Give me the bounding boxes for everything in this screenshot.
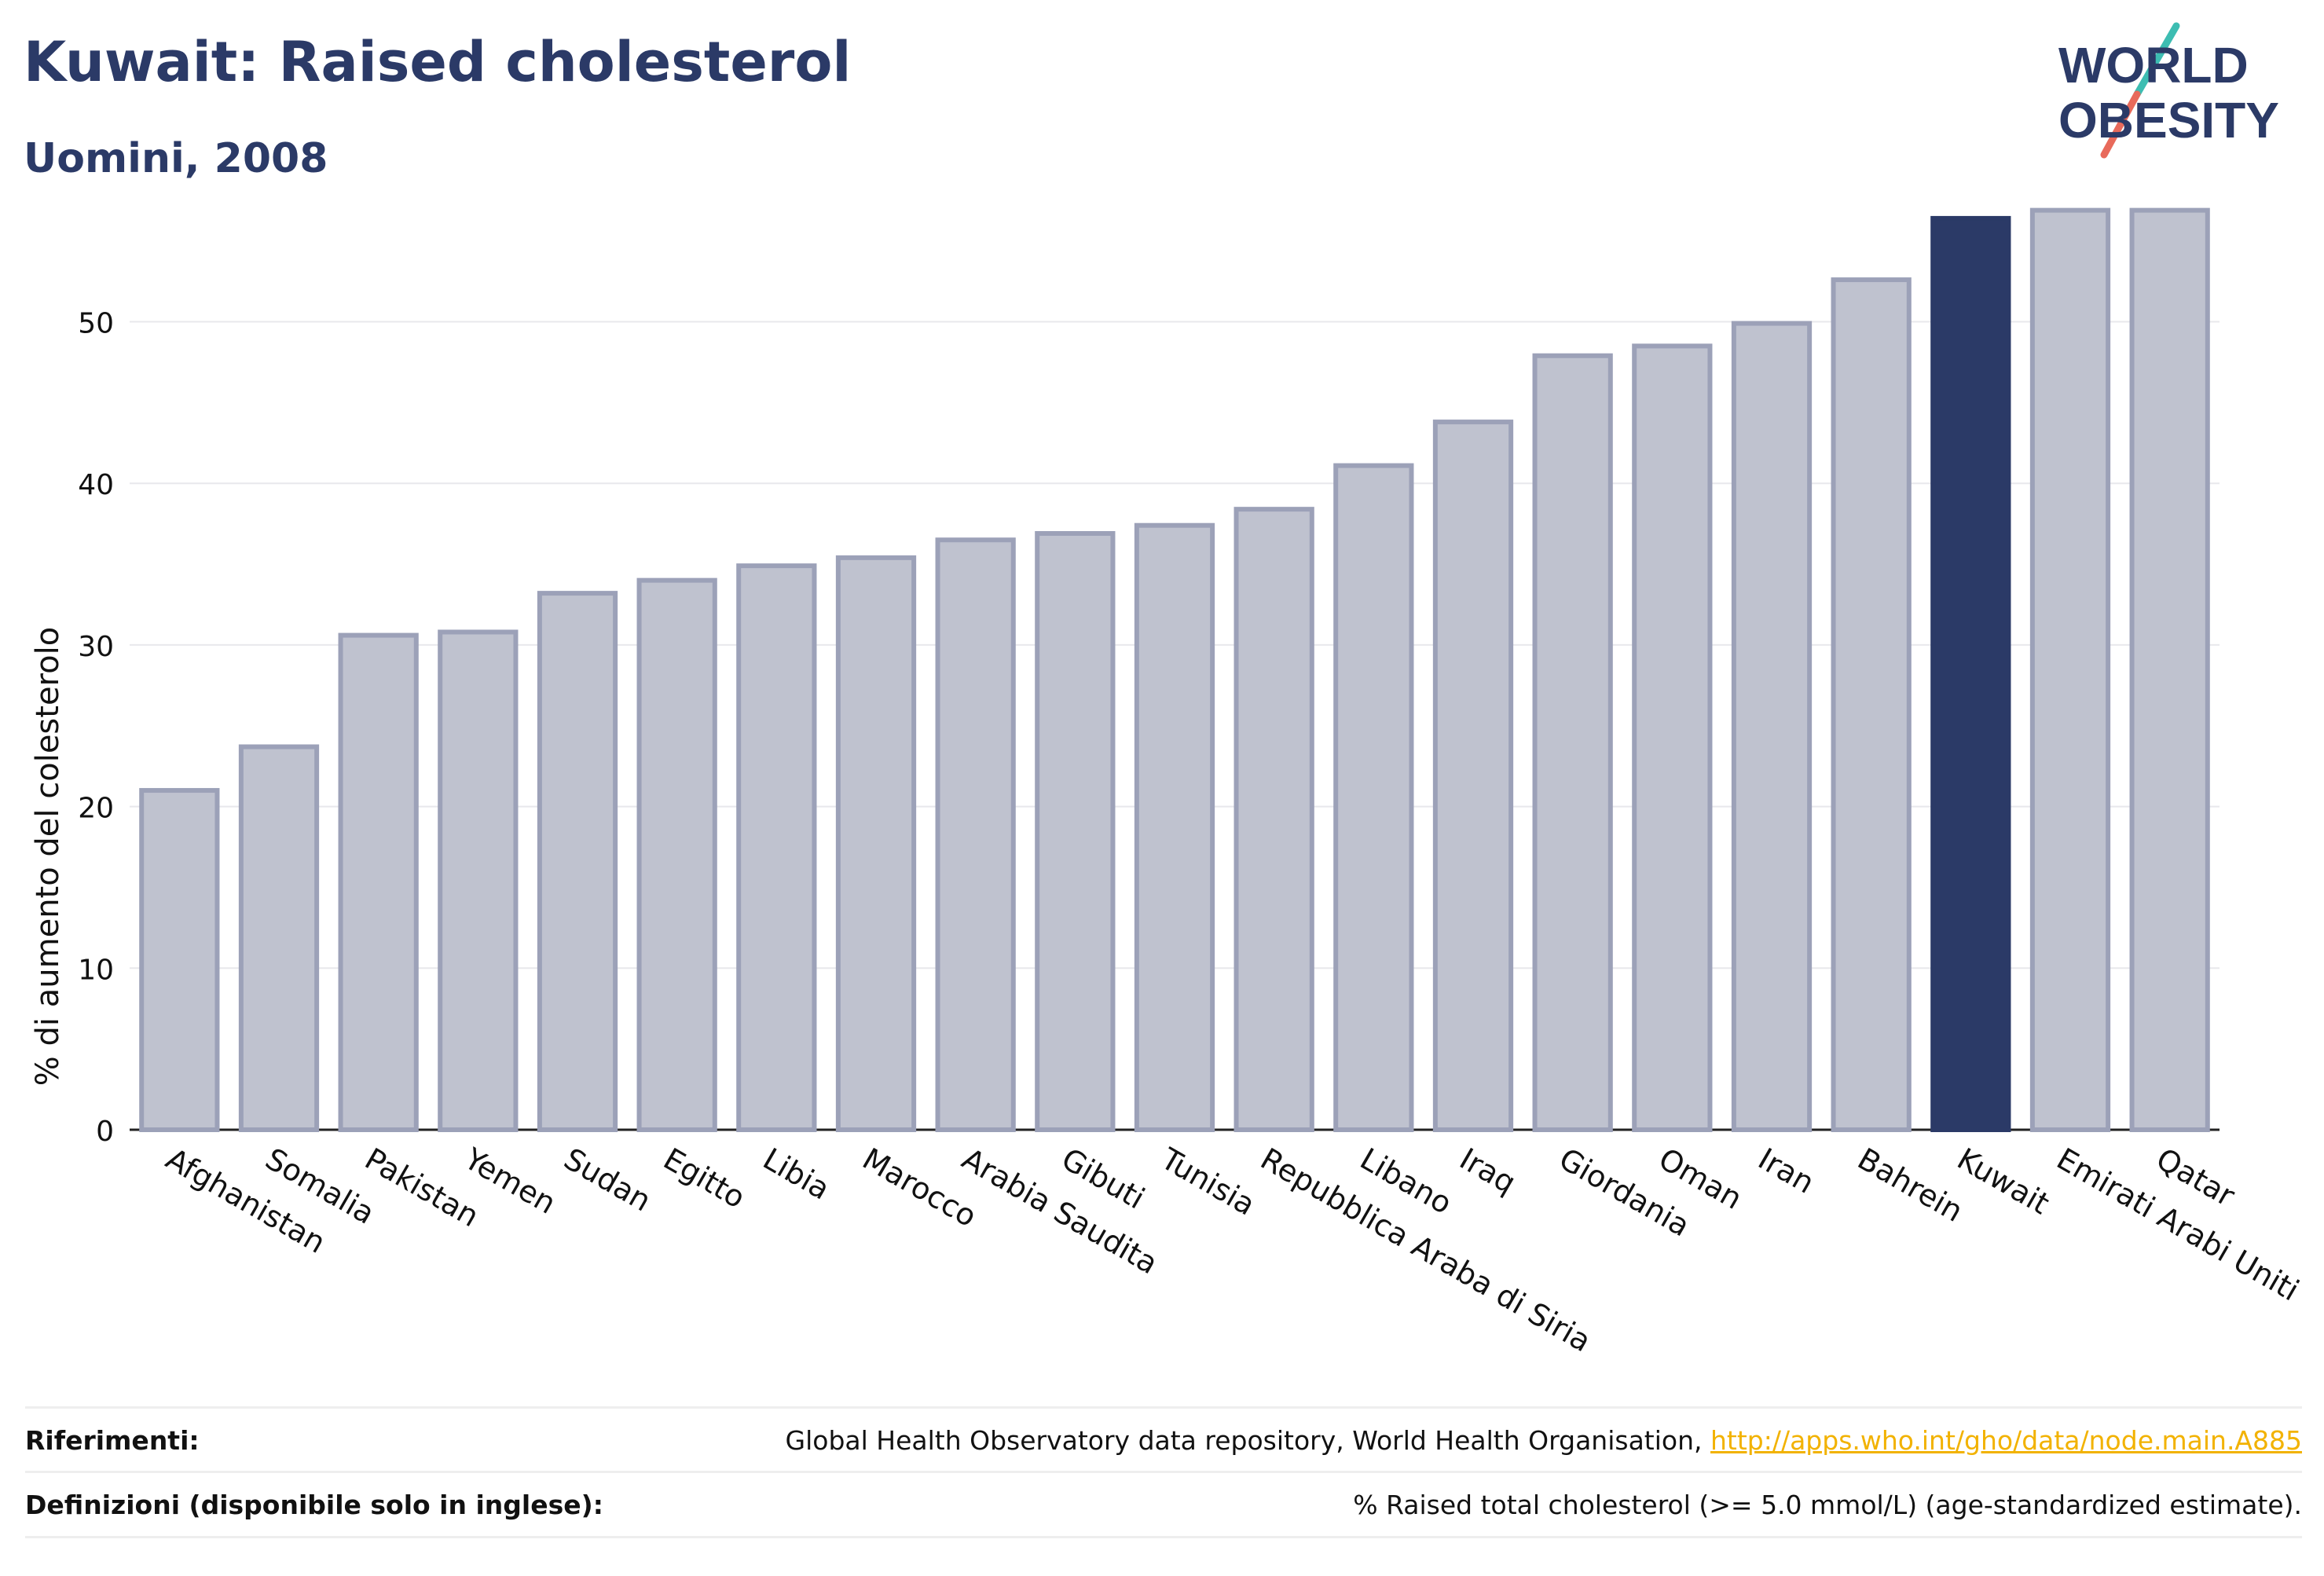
bar-somalia [238, 744, 320, 1132]
references-row: Riferimenti: Global Health Observatory d… [25, 1406, 2302, 1472]
bar-tunisia [1134, 522, 1215, 1132]
x-tick-label: Pakistan [359, 1142, 485, 1234]
bar-arabia-saudita [935, 537, 1016, 1132]
bar-afghanistan [139, 788, 220, 1132]
bar-emirati-arabi-uniti [2029, 207, 2111, 1132]
bar-oman [1632, 343, 1713, 1133]
bar-kuwait [1930, 215, 2011, 1132]
y-tick-label: 40 [78, 469, 114, 501]
definitions-text: % Raised total cholesterol (>= 5.0 mmol/… [1353, 1489, 2302, 1520]
y-tick-labels: 0 10 20 30 40 50 [78, 308, 114, 1148]
bar-chart: 0 10 20 30 40 50 AfghanistanSomaliaPakistanYe… [30, 207, 2305, 1358]
references-text: Global Health Observatory data repositor… [785, 1424, 1710, 1456]
references-value: Global Health Observatory data repositor… [786, 1425, 2302, 1456]
bar-yemen [438, 629, 519, 1132]
world-obesity-logo: WORLD OBESITY [2058, 22, 2279, 159]
bar-qatar [2129, 207, 2210, 1132]
y-tick-label: 20 [78, 793, 114, 825]
bar-iran [1731, 321, 1813, 1132]
x-tick-label: Tunisia [1155, 1141, 1261, 1222]
logo-obesity: OBESITY [2058, 92, 2279, 148]
logo-world: WORLD [2058, 37, 2249, 93]
x-tick-label: Sudan [559, 1142, 658, 1219]
bar-gibuti [1035, 531, 1116, 1132]
x-tick-label: Egitto [658, 1142, 751, 1215]
bar-pakistan [338, 632, 419, 1132]
x-tick-label: Bahrein [1852, 1142, 1969, 1229]
x-tick-label: Marocco [857, 1142, 983, 1234]
bars [139, 207, 2210, 1133]
bar-repubblica-araba-di-siria [1233, 507, 1314, 1132]
bar-bahrein [1831, 277, 1912, 1133]
bar-iraq [1432, 420, 1514, 1132]
bar-libia [736, 563, 817, 1132]
x-tick-label: Libia [757, 1142, 836, 1207]
x-tick-label: Iraq [1454, 1142, 1522, 1200]
y-tick-label: 50 [78, 308, 114, 340]
x-tick-label: Iran [1753, 1142, 1820, 1200]
y-tick-label: 30 [78, 631, 114, 663]
definitions-row: Definizioni (disponibile solo in inglese… [25, 1471, 2302, 1538]
chart-title: Kuwait: Raised cholesterol [24, 30, 852, 94]
references-link[interactable]: http://apps.who.int/gho/data/node.main.A… [1710, 1424, 2302, 1456]
definitions-label: Definizioni (disponibile solo in inglese… [25, 1489, 603, 1520]
bar-giordania [1532, 353, 1613, 1132]
y-axis-label: % di aumento del colesterolo [30, 627, 66, 1086]
bar-marocco [835, 555, 917, 1132]
chart-subtitle: Uomini, 2008 [24, 135, 328, 182]
bar-libano [1333, 463, 1414, 1132]
references-label: Riferimenti: [25, 1424, 200, 1456]
x-tick-label: Kuwait [1952, 1142, 2055, 1222]
y-tick-label: 10 [78, 954, 114, 986]
bar-egitto [636, 577, 717, 1132]
y-tick-label: 0 [96, 1116, 114, 1148]
bar-sudan [537, 591, 618, 1132]
